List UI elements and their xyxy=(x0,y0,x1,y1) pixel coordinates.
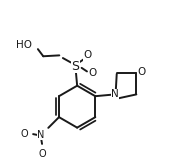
Text: O: O xyxy=(84,50,92,60)
Text: O: O xyxy=(88,68,97,78)
Text: S: S xyxy=(71,60,79,73)
Text: HO: HO xyxy=(16,40,32,50)
Text: N: N xyxy=(37,130,45,140)
Text: N: N xyxy=(111,89,119,99)
Text: O: O xyxy=(20,129,28,139)
Text: O: O xyxy=(138,67,146,77)
Text: O: O xyxy=(38,149,46,159)
